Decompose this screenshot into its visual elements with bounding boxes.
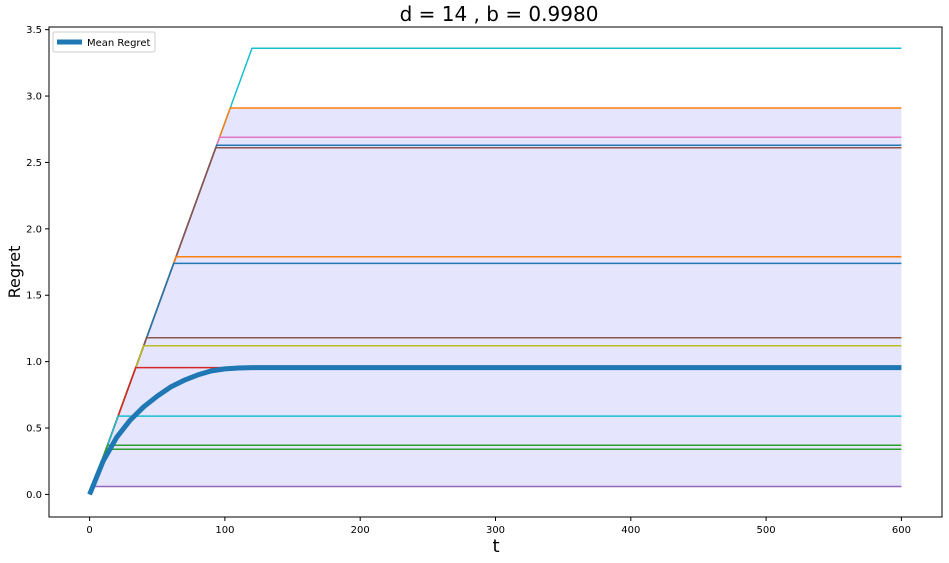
x-tick-label: 300: [486, 525, 505, 536]
y-tick-label: 2.5: [26, 158, 42, 169]
x-axis: 0 100 200 300 400 500 600: [86, 517, 911, 536]
y-tick-label: 0.0: [26, 490, 42, 501]
x-tick-label: 100: [215, 525, 234, 536]
x-tick-label: 500: [757, 525, 776, 536]
x-tick-label: 400: [621, 525, 640, 536]
y-axis-label: Regret: [5, 246, 24, 299]
y-tick-label: 3.5: [26, 25, 42, 36]
confidence-band: [89, 108, 902, 495]
legend: Mean Regret: [52, 31, 156, 53]
y-tick-label: 1.0: [26, 357, 42, 368]
x-tick-label: 0: [86, 525, 92, 536]
y-tick-label: 1.5: [26, 291, 42, 302]
y-tick-label: 3.0: [26, 92, 42, 103]
plot-area: [87, 47, 902, 496]
x-axis-label: t: [492, 536, 499, 557]
y-axis: 0.0 0.5 1.0 1.5 2.0 2.5 3.0 3.5: [26, 25, 49, 501]
legend-label-mean-regret: Mean Regret: [87, 38, 150, 49]
y-tick-label: 2.0: [26, 224, 42, 235]
x-tick-label: 600: [892, 525, 911, 536]
mean-regret-line: [87, 365, 902, 496]
chart-title: d = 14 , b = 0.9980: [400, 2, 599, 26]
legend-box: [52, 31, 156, 53]
y-tick-label: 0.5: [26, 424, 42, 435]
x-tick-label: 200: [351, 525, 370, 536]
